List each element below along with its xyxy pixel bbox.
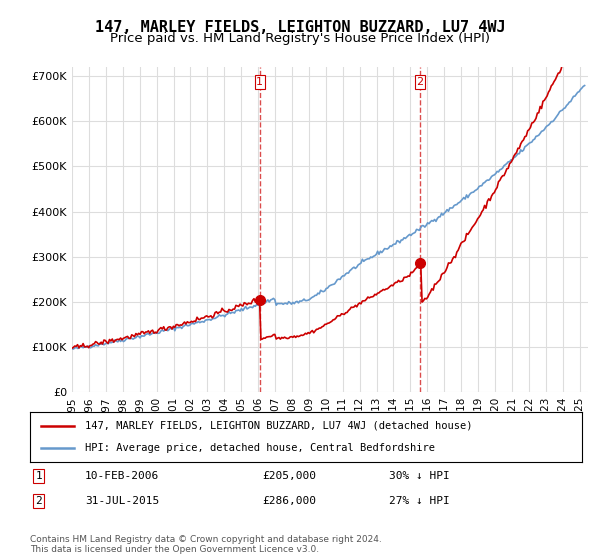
Text: 30% ↓ HPI: 30% ↓ HPI [389, 471, 449, 481]
Text: 2: 2 [416, 77, 424, 87]
Text: Contains HM Land Registry data © Crown copyright and database right 2024.
This d: Contains HM Land Registry data © Crown c… [30, 535, 382, 554]
Text: 2: 2 [35, 496, 42, 506]
Text: £286,000: £286,000 [262, 496, 316, 506]
Text: HPI: Average price, detached house, Central Bedfordshire: HPI: Average price, detached house, Cent… [85, 443, 435, 453]
Text: £205,000: £205,000 [262, 471, 316, 481]
Text: 147, MARLEY FIELDS, LEIGHTON BUZZARD, LU7 4WJ: 147, MARLEY FIELDS, LEIGHTON BUZZARD, LU… [95, 20, 505, 35]
Text: 1: 1 [35, 471, 42, 481]
Text: 10-FEB-2006: 10-FEB-2006 [85, 471, 160, 481]
Text: Price paid vs. HM Land Registry's House Price Index (HPI): Price paid vs. HM Land Registry's House … [110, 32, 490, 45]
Text: 147, MARLEY FIELDS, LEIGHTON BUZZARD, LU7 4WJ (detached house): 147, MARLEY FIELDS, LEIGHTON BUZZARD, LU… [85, 421, 473, 431]
Text: 1: 1 [256, 77, 263, 87]
Text: 27% ↓ HPI: 27% ↓ HPI [389, 496, 449, 506]
Text: 31-JUL-2015: 31-JUL-2015 [85, 496, 160, 506]
